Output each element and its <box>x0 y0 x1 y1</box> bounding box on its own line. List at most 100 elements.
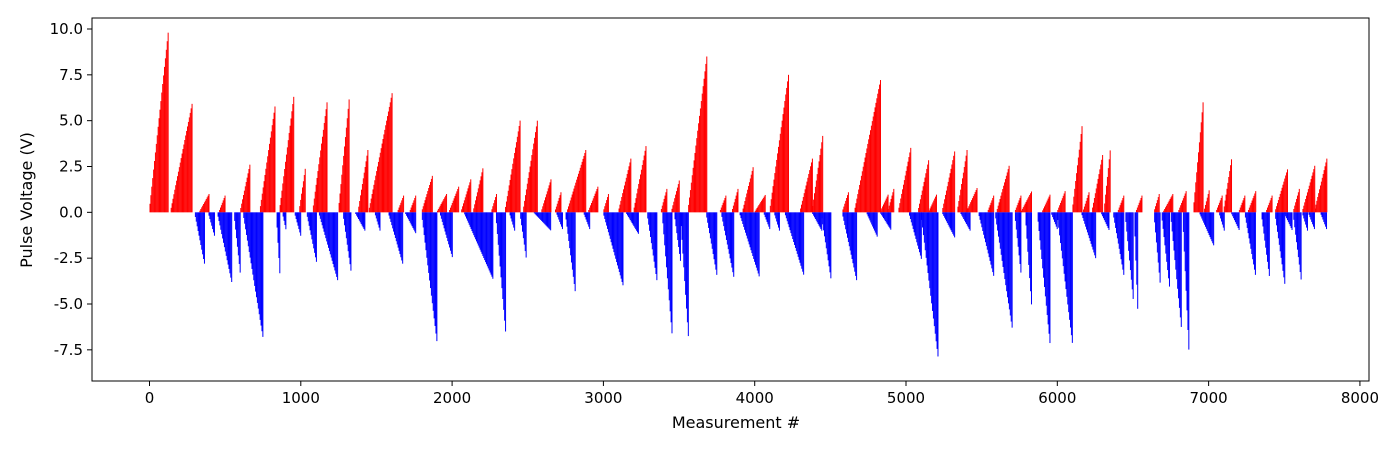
positive-pulse-bar <box>690 182 692 213</box>
positive-pulse-bar <box>285 154 287 213</box>
positive-pulse-bar <box>543 203 545 213</box>
negative-pulse-bar <box>1211 212 1213 242</box>
positive-pulse-bar <box>628 166 630 213</box>
negative-pulse-bar <box>379 212 381 231</box>
positive-pulse-bar <box>219 209 221 213</box>
positive-pulse-bar <box>935 196 937 213</box>
positive-pulse-bar <box>220 205 222 213</box>
positive-pulse-bar <box>876 98 878 213</box>
negative-pulse-bar <box>297 212 299 226</box>
positive-pulse-bar <box>665 192 667 213</box>
positive-pulse-bar <box>1325 162 1327 213</box>
negative-pulse-bar <box>752 212 754 257</box>
negative-pulse-bar <box>376 212 378 222</box>
negative-pulse-bar <box>448 212 450 245</box>
positive-pulse-bar <box>1047 198 1049 213</box>
positive-pulse-bar <box>1026 200 1028 213</box>
negative-pulse-bar <box>1137 212 1139 309</box>
negative-pulse-bar <box>706 212 708 218</box>
negative-pulse-bar <box>821 212 823 219</box>
negative-pulse-bar <box>482 212 484 256</box>
negative-pulse-bar <box>685 212 687 295</box>
negative-pulse-bar <box>928 212 930 281</box>
positive-pulse-bar <box>386 120 388 213</box>
positive-pulse-bar <box>183 144 185 213</box>
positive-pulse-bar <box>421 209 423 213</box>
negative-pulse-bar <box>917 212 919 246</box>
negative-pulse-bar <box>967 212 969 228</box>
positive-pulse-bar <box>903 180 905 213</box>
negative-pulse-bar <box>985 212 987 246</box>
positive-pulse-bar <box>689 197 691 213</box>
y-axis-ticks: -7.5-5.0-2.50.02.55.07.510.0 <box>50 20 92 359</box>
positive-pulse-bar <box>757 206 759 213</box>
negative-pulse-bar <box>650 212 652 237</box>
positive-pulse-bar <box>515 142 517 213</box>
positive-pulse-bar <box>1293 208 1295 213</box>
positive-pulse-bar <box>436 210 438 213</box>
positive-pulse-bar <box>525 195 527 213</box>
negative-pulse-bar <box>991 212 993 269</box>
positive-pulse-bar <box>860 180 862 213</box>
negative-pulse-bar <box>361 212 363 226</box>
negative-pulse-bar <box>586 212 588 222</box>
positive-pulse-bar <box>262 187 264 213</box>
positive-pulse-bar <box>293 96 295 213</box>
negative-pulse-bar <box>248 212 250 252</box>
negative-pulse-bar <box>874 212 876 233</box>
positive-pulse-bar <box>288 132 290 213</box>
negative-pulse-bar <box>627 212 629 216</box>
negative-pulse-bar <box>235 212 237 230</box>
positive-pulse-bar <box>641 165 643 213</box>
positive-pulse-bar <box>1216 209 1218 213</box>
positive-pulse-bar <box>688 204 690 213</box>
negative-pulse-bar <box>648 212 650 225</box>
negative-pulse-bar <box>852 212 854 264</box>
negative-pulse-bar <box>327 212 329 245</box>
negative-pulse-bar <box>484 212 486 261</box>
negative-pulse-bar <box>1119 212 1121 255</box>
negative-pulse-bar <box>1268 212 1270 276</box>
negative-pulse-bar <box>951 212 953 233</box>
positive-pulse-bar <box>819 155 821 213</box>
negative-pulse-bar <box>1135 212 1137 261</box>
negative-pulse-bar <box>1234 212 1236 223</box>
positive-pulse-bar <box>318 164 320 213</box>
negative-pulse-bar <box>469 212 471 227</box>
negative-pulse-bar <box>314 212 316 253</box>
positive-pulse-bar <box>875 102 877 213</box>
negative-pulse-bar <box>574 212 576 292</box>
positive-pulse-bar <box>633 207 635 213</box>
positive-pulse-bar <box>637 188 639 213</box>
positive-pulse-bar <box>302 181 304 213</box>
positive-pulse-bar <box>723 200 725 213</box>
positive-pulse-bar <box>1282 184 1284 213</box>
positive-pulse-bar <box>1093 202 1095 213</box>
negative-pulse-bar <box>296 212 298 223</box>
negative-pulse-bar <box>1208 212 1210 236</box>
negative-pulse-bar <box>948 212 950 227</box>
negative-pulse-bar <box>422 212 424 228</box>
positive-pulse-bar <box>1218 202 1220 213</box>
negative-pulse-bar <box>870 212 872 223</box>
positive-pulse-bar <box>1181 202 1183 213</box>
positive-pulse-bar <box>919 199 921 213</box>
negative-pulse-bar <box>708 212 710 228</box>
positive-pulse-bar <box>1057 209 1059 213</box>
negative-pulse-bar <box>873 212 875 229</box>
positive-pulse-bar <box>677 184 679 213</box>
negative-pulse-bar <box>559 212 561 222</box>
negative-pulse-bar <box>511 212 513 222</box>
negative-pulse-bar <box>946 212 948 224</box>
negative-pulse-bar <box>881 212 883 216</box>
x-tick-label: 3000 <box>584 389 622 407</box>
negative-pulse-bar <box>491 212 493 277</box>
negative-pulse-bar <box>1089 212 1091 241</box>
positive-pulse-bar <box>1225 194 1227 213</box>
positive-pulse-bar <box>942 207 944 213</box>
negative-pulse-bar <box>603 212 605 216</box>
positive-pulse-bar <box>1096 183 1098 213</box>
positive-pulse-bar <box>568 206 569 213</box>
negative-pulse-bar <box>727 212 729 250</box>
negative-pulse-bar <box>822 212 824 225</box>
